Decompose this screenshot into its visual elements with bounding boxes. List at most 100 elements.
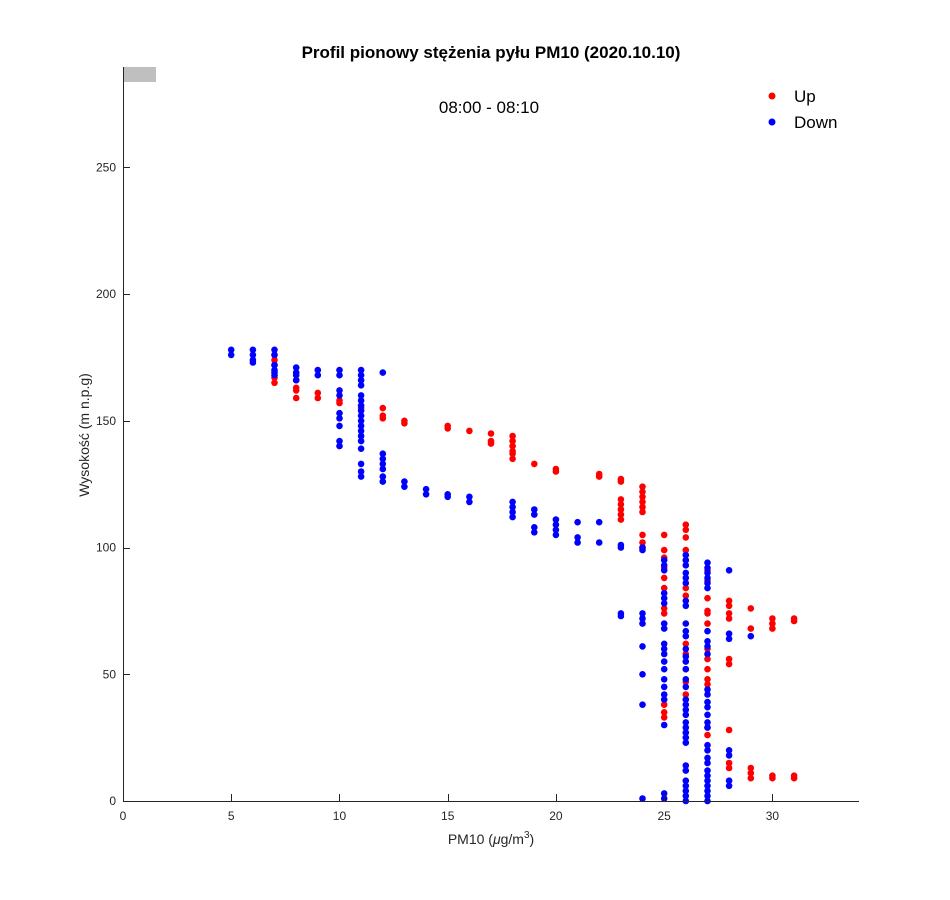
data-point-down	[574, 518, 581, 526]
data-point-down	[379, 465, 387, 473]
data-point-up	[704, 610, 711, 617]
data-point-down	[401, 483, 408, 491]
data-point-down	[704, 711, 711, 719]
data-point-up	[660, 584, 668, 592]
x-tick-label: 30	[766, 809, 780, 823]
y-tick-label: 100	[96, 541, 116, 555]
legend-marker-down	[768, 118, 776, 126]
data-point-up	[682, 592, 690, 599]
data-point-down	[357, 371, 365, 379]
data-point-down	[552, 521, 560, 528]
data-point-up	[725, 764, 733, 772]
data-point-up	[509, 442, 516, 450]
data-point-down	[357, 437, 365, 445]
data-point-down	[704, 638, 711, 645]
data-point-up	[292, 387, 300, 394]
data-point-down	[509, 508, 516, 516]
data-point-down	[704, 564, 711, 572]
data-point-up	[704, 676, 711, 683]
data-point-up	[725, 615, 733, 622]
y-tick-label: 200	[96, 287, 116, 301]
data-point-down	[531, 524, 538, 531]
data-point-up	[725, 759, 733, 767]
data-point-up	[531, 460, 538, 468]
data-point-down	[357, 422, 365, 430]
data-point-up	[639, 493, 646, 501]
data-point-up	[725, 602, 733, 610]
data-point-up	[682, 534, 690, 541]
data-point-up	[292, 394, 300, 402]
data-point-down	[249, 351, 257, 359]
data-point-down	[682, 762, 690, 769]
data-point-up	[769, 615, 776, 622]
x-label-unit: g/m	[501, 831, 524, 847]
legend-label-down: Down	[794, 113, 837, 132]
data-point-down	[639, 701, 646, 708]
x-label-main: PM10 (	[448, 831, 493, 847]
data-point-down	[725, 782, 733, 790]
data-point-down	[725, 747, 733, 754]
data-point-down	[682, 711, 690, 719]
data-point-down	[336, 371, 343, 379]
data-point-down	[660, 640, 668, 648]
data-point-down	[466, 498, 473, 506]
x-label-close: )	[530, 831, 535, 847]
data-point-up	[639, 508, 646, 516]
data-point-down	[682, 701, 690, 708]
data-point-down	[682, 706, 690, 714]
data-point-down	[249, 346, 257, 354]
data-point-up	[704, 731, 711, 739]
data-point-up	[595, 473, 603, 480]
data-point-up	[725, 655, 733, 663]
data-point-down	[444, 493, 452, 501]
data-point-down	[725, 752, 733, 759]
data-point-down	[227, 346, 235, 354]
data-point-down	[704, 741, 711, 749]
data-point-down	[704, 772, 711, 779]
data-point-down	[682, 653, 690, 660]
data-point-down	[682, 574, 690, 582]
data-point-down	[357, 382, 365, 389]
data-point-up	[639, 539, 646, 546]
data-point-down	[682, 556, 690, 564]
legend-entry-down[interactable]: Down	[768, 113, 838, 132]
data-point-down	[357, 376, 365, 384]
data-point-down	[357, 412, 365, 420]
data-point-down	[704, 650, 711, 658]
data-point-down	[704, 754, 711, 762]
data-point-down	[682, 792, 690, 800]
data-point-down	[357, 392, 365, 399]
data-point-down	[682, 627, 690, 635]
data-point-up	[617, 496, 625, 503]
data-point-down	[660, 589, 668, 597]
data-point-down	[725, 635, 733, 643]
data-point-up	[336, 399, 343, 407]
data-point-down	[660, 790, 668, 797]
data-point-down	[704, 759, 711, 767]
data-point-up	[704, 681, 711, 688]
legend-entry-up[interactable]: Up	[768, 87, 816, 106]
data-point-down	[682, 767, 690, 774]
data-point-up	[487, 440, 495, 447]
data-point-up	[639, 488, 646, 496]
data-point-up	[660, 546, 668, 554]
data-point-up	[704, 655, 711, 663]
data-point-down	[314, 366, 322, 374]
data-point-down	[682, 696, 690, 703]
x-axis-label: PM10 (μg/m3)	[448, 830, 534, 847]
data-point-down	[682, 787, 690, 795]
data-point-down	[357, 407, 365, 415]
data-point-down	[660, 562, 668, 569]
data-point-up	[725, 610, 733, 617]
data-point-down	[704, 747, 711, 754]
data-point-down	[682, 724, 690, 731]
data-point-up	[552, 468, 560, 475]
data-point-down	[725, 567, 733, 574]
data-point-up	[682, 546, 690, 554]
legend: Up Down	[768, 87, 838, 132]
data-point-up	[639, 498, 646, 506]
chart-title: Profil pionowy stężenia pyłu PM10 (2020.…	[302, 43, 681, 62]
data-point-down	[422, 485, 430, 493]
